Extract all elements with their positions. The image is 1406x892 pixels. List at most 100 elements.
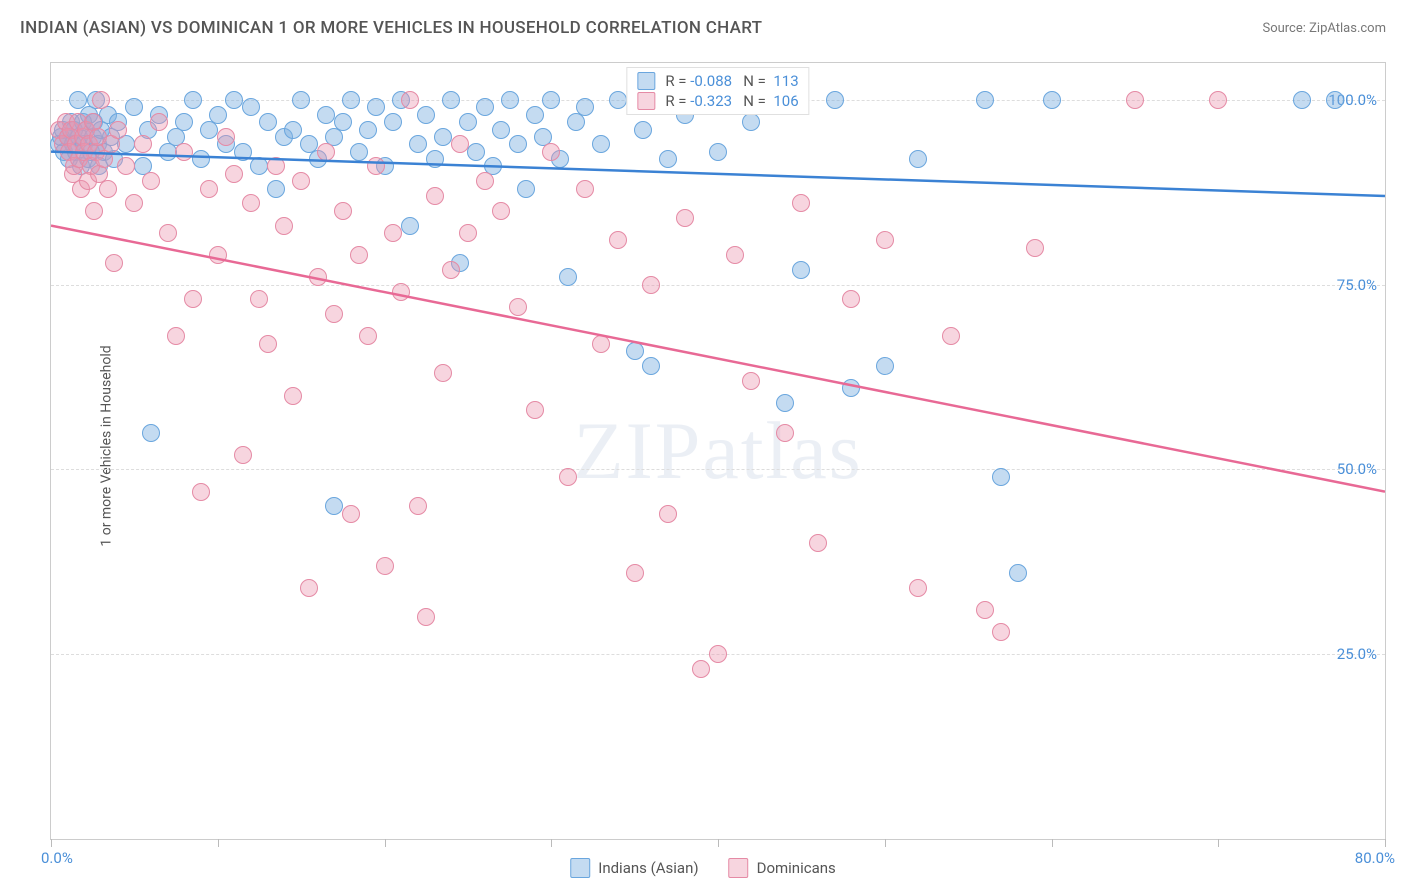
data-point (175, 143, 193, 161)
data-point (1293, 91, 1311, 109)
data-point (284, 121, 302, 139)
data-point (342, 505, 360, 523)
data-point (417, 608, 435, 626)
gridline (51, 469, 1385, 470)
data-point (709, 645, 727, 663)
data-point (676, 209, 694, 227)
data-point (426, 150, 444, 168)
data-point (609, 231, 627, 249)
legend-swatch (637, 72, 655, 90)
data-point (517, 180, 535, 198)
data-point (526, 106, 544, 124)
data-point (325, 305, 343, 323)
data-point (659, 505, 677, 523)
legend-swatch (637, 92, 655, 110)
data-point (976, 601, 994, 619)
data-point (150, 113, 168, 131)
legend-stats-text: R = -0.088 N = 113 (665, 72, 798, 90)
data-point (809, 534, 827, 552)
gridline (51, 285, 1385, 286)
source-prefix: Source: (1262, 21, 1309, 36)
legend-label-indians: Indians (Asian) (598, 859, 698, 877)
data-point (492, 121, 510, 139)
legend-stats-row: R = -0.088 N = 113 (637, 72, 798, 90)
data-point (184, 91, 202, 109)
y-tick-label: 25.0% (1337, 645, 1377, 663)
data-point (876, 231, 894, 249)
x-tick (218, 839, 219, 847)
watermark: ZIPatlas (573, 404, 862, 498)
data-point (105, 254, 123, 272)
data-point (626, 342, 644, 360)
data-point (992, 468, 1010, 486)
x-tick (885, 839, 886, 847)
data-point (184, 290, 202, 308)
data-point (792, 261, 810, 279)
data-point (317, 106, 335, 124)
chart-title: INDIAN (ASIAN) VS DOMINICAN 1 OR MORE VE… (20, 18, 762, 38)
legend-stats-row: R = -0.323 N = 106 (637, 92, 798, 110)
data-point (509, 298, 527, 316)
y-tick-label: 75.0% (1337, 276, 1377, 294)
data-point (776, 394, 794, 412)
data-point (826, 91, 844, 109)
data-point (559, 268, 577, 286)
data-point (350, 246, 368, 264)
data-point (592, 135, 610, 153)
data-point (401, 217, 419, 235)
data-point (542, 91, 560, 109)
data-point (459, 224, 477, 242)
data-point (309, 268, 327, 286)
source-attribution: Source: ZipAtlas.com (1262, 21, 1386, 36)
data-point (376, 557, 394, 575)
data-point (434, 364, 452, 382)
source-name: ZipAtlas.com (1309, 21, 1386, 36)
data-point (325, 497, 343, 515)
data-point (359, 327, 377, 345)
data-point (592, 335, 610, 353)
data-point (501, 91, 519, 109)
data-point (742, 372, 760, 390)
data-point (434, 128, 452, 146)
data-point (476, 172, 494, 190)
data-point (292, 172, 310, 190)
y-tick-label: 50.0% (1337, 460, 1377, 478)
data-point (476, 98, 494, 116)
data-point (542, 143, 560, 161)
data-point (117, 157, 135, 175)
data-point (634, 121, 652, 139)
data-point (317, 143, 335, 161)
data-point (459, 113, 477, 131)
data-point (642, 276, 660, 294)
data-point (576, 98, 594, 116)
legend-item-dominicans: Dominicans (729, 858, 836, 878)
data-point (842, 290, 860, 308)
data-point (384, 113, 402, 131)
data-point (992, 623, 1010, 641)
data-point (467, 143, 485, 161)
data-point (292, 91, 310, 109)
data-point (401, 91, 419, 109)
data-point (234, 446, 252, 464)
data-point (1026, 239, 1044, 257)
data-point (692, 660, 710, 678)
data-point (334, 202, 352, 220)
data-point (409, 497, 427, 515)
data-point (242, 194, 260, 212)
data-point (125, 98, 143, 116)
x-tick (1385, 839, 1386, 847)
data-point (559, 468, 577, 486)
data-point (492, 202, 510, 220)
data-point (192, 150, 210, 168)
data-point (367, 157, 385, 175)
data-point (626, 564, 644, 582)
data-point (342, 91, 360, 109)
data-point (384, 224, 402, 242)
data-point (99, 180, 117, 198)
data-point (234, 143, 252, 161)
data-point (350, 143, 368, 161)
x-label-left: 0.0% (41, 849, 73, 867)
data-point (426, 187, 444, 205)
data-point (1209, 91, 1227, 109)
data-point (267, 157, 285, 175)
